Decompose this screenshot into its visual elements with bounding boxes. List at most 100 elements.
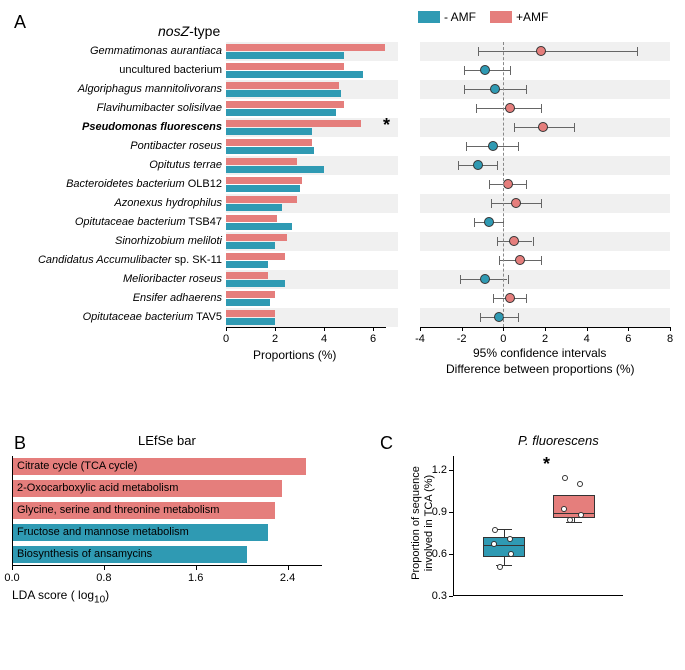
axis-tick <box>449 470 453 471</box>
proportions-axis-label: Proportions (%) <box>253 348 336 362</box>
axis-line <box>226 327 386 328</box>
legend-item-amf: +AMF <box>490 10 548 24</box>
species-label: Opitutus terrae <box>8 156 226 175</box>
panel-c-yaxis: 0.30.60.91.2 <box>453 456 623 596</box>
panel-c-title: P. fluorescens <box>518 433 599 448</box>
ci-cap <box>526 85 527 94</box>
axis-tick <box>462 327 463 331</box>
ci-row <box>420 213 670 232</box>
legend-swatch <box>418 11 440 23</box>
ci-cap <box>491 199 492 208</box>
panel-c: P. fluorescens Proportion of sequence in… <box>378 438 678 638</box>
species-label: Flavihumibacter solisilvae <box>8 99 226 118</box>
lefse-axis-label: LDA score ( log10) <box>12 588 109 605</box>
panel-c-title-text: P. fluorescens <box>518 433 599 448</box>
lefse-chart: Citrate cycle (TCA cycle) 2-Oxocarboxylic… <box>12 456 322 566</box>
axis-tick <box>373 327 374 331</box>
proportion-row <box>226 137 398 156</box>
ci-cap <box>541 104 542 113</box>
axis-tick <box>324 327 325 331</box>
axis-tick <box>449 596 453 597</box>
proportion-row <box>226 232 398 251</box>
ci-point <box>538 122 548 132</box>
axis-tick <box>196 566 197 570</box>
bar-noamf <box>226 109 336 116</box>
lefse-row: Fructose and mannose metabolism <box>13 522 322 544</box>
ci-row <box>420 80 670 99</box>
proportion-row <box>226 213 398 232</box>
bar-amf <box>226 310 275 317</box>
ci-cap <box>637 47 638 56</box>
axis-tick <box>503 327 504 331</box>
lefse-label: Citrate cycle (TCA cycle) <box>17 458 137 475</box>
ci-cap <box>474 218 475 227</box>
bar-amf <box>226 139 312 146</box>
axis-tick-label: 1.6 <box>188 572 203 584</box>
proportion-row <box>226 118 398 137</box>
ci-chart <box>420 42 670 327</box>
axis-tick-label: 0.0 <box>4 572 19 584</box>
axis-tick <box>226 327 227 331</box>
panel-a-title: nosZ-type <box>158 23 220 39</box>
bar-amf <box>226 215 277 222</box>
bar-amf <box>226 101 344 108</box>
ci-cap <box>499 256 500 265</box>
axis-tick-label: 0 <box>223 333 229 345</box>
ci-row <box>420 118 670 137</box>
lda-label-text: LDA score ( log <box>12 588 94 602</box>
ci-row <box>420 61 670 80</box>
axis-tick-label: 2 <box>272 333 278 345</box>
bar-amf <box>226 234 287 241</box>
panel-a: nosZ-type Gemmatimonas aurantiacauncultu… <box>8 28 685 378</box>
bar-amf <box>226 253 285 260</box>
ci-point <box>480 274 490 284</box>
axis-tick <box>449 512 453 513</box>
axis-tick <box>420 327 421 331</box>
bar-noamf <box>226 223 292 230</box>
species-label: Candidatus Accumulibacter sp. SK-11 <box>8 251 226 270</box>
axis-tick <box>12 566 13 570</box>
ci-row <box>420 251 670 270</box>
species-label: Melioribacter roseus <box>8 270 226 289</box>
axis-tick-label: 6 <box>625 333 631 345</box>
axis-tick-label: 4 <box>584 333 590 345</box>
proportion-row <box>226 42 398 61</box>
ci-row <box>420 289 670 308</box>
species-label: uncultured bacterium <box>8 61 226 80</box>
ci-cap <box>518 142 519 151</box>
ci-cap <box>478 47 479 56</box>
ci-point <box>488 141 498 151</box>
lefse-row: 2-Oxocarboxylic acid metabolism <box>13 478 322 500</box>
bar-noamf <box>226 318 275 325</box>
ci-whisker <box>478 51 636 52</box>
ci-cap <box>526 180 527 189</box>
bar-noamf <box>226 242 275 249</box>
bar-noamf <box>226 280 285 287</box>
axis-tick-label: 2 <box>542 333 548 345</box>
axis-tick <box>587 327 588 331</box>
bar-noamf <box>226 147 314 154</box>
ci-cap <box>510 66 511 75</box>
bar-noamf <box>226 166 324 173</box>
ci-cap <box>508 275 509 284</box>
lefse-label: Biosynthesis of ansamycins <box>17 546 152 563</box>
axis-tick <box>628 327 629 331</box>
species-labels: Gemmatimonas aurantiacauncultured bacter… <box>8 42 226 327</box>
proportion-row <box>226 194 398 213</box>
axis-tick-label: 8 <box>667 333 673 345</box>
bar-amf <box>226 177 302 184</box>
ci-cap <box>541 256 542 265</box>
axis-tick <box>288 566 289 570</box>
species-label: Gemmatimonas aurantiaca <box>8 42 226 61</box>
axis-tick <box>670 327 671 331</box>
proportions-chart <box>226 42 398 327</box>
ci-cap <box>464 66 465 75</box>
bar-noamf <box>226 52 344 59</box>
ci-point <box>505 103 515 113</box>
ci-cap <box>458 161 459 170</box>
bar-amf <box>226 291 275 298</box>
species-label: Ensifer adhaerens <box>8 289 226 308</box>
axis-tick-label: -2 <box>457 333 467 345</box>
species-label: Pontibacter roseus <box>8 137 226 156</box>
axis-tick-label: 0.6 <box>432 548 447 560</box>
